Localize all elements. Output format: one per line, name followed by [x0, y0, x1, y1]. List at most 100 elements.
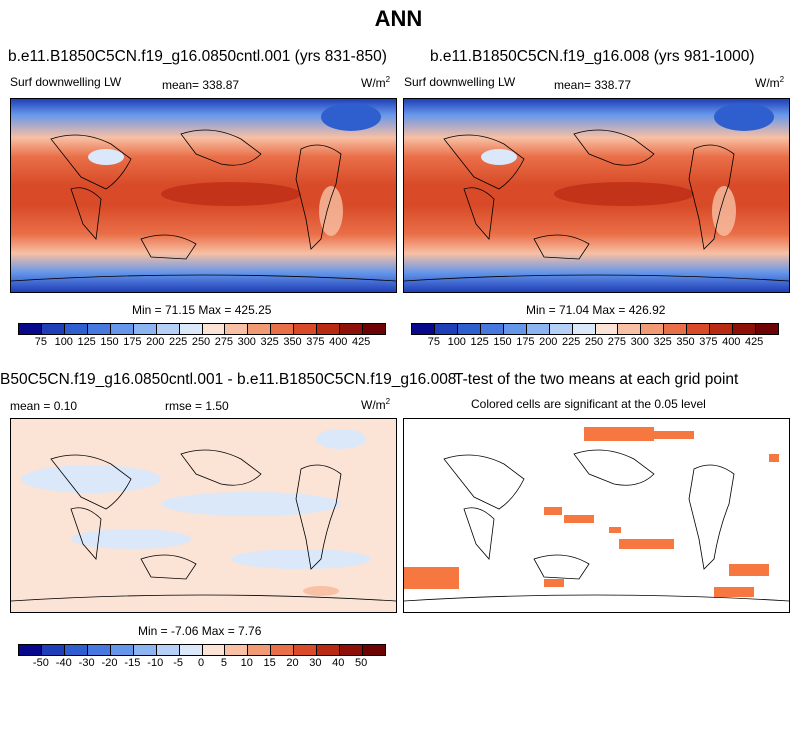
- panel3-tick-label: 40: [332, 657, 345, 669]
- panel1-colorbar-cell-7: [179, 324, 203, 334]
- panel3-tick-label: 5: [220, 657, 227, 669]
- panel2-variable-label: Surf downwelling LW: [404, 75, 516, 89]
- panel3-colorbar-cell-4: [110, 645, 134, 655]
- panel1-colorbar-ticks: 75 100 125 150 175 200 225 250 275 300 325 350 375 40…: [18, 336, 384, 350]
- panel3-colorbar-cell-1: [41, 645, 65, 655]
- panel2-colorbar-cell-4: [503, 324, 527, 334]
- panel1-variable-label: Surf downwelling LW: [10, 75, 122, 89]
- figure-title: ANN: [374, 6, 423, 31]
- panel3-tick-label: -50: [32, 657, 49, 669]
- panel3-tick-label: 15: [263, 657, 276, 669]
- panel4-subtitle: Colored cells are significant at the 0.0…: [471, 397, 706, 411]
- panel2-tick-label: 225: [561, 336, 581, 348]
- panel2-colorbar-cell-5: [526, 324, 550, 334]
- panel1-colorbar-cell-13: [317, 324, 341, 334]
- panel3-minmax: Min = -7.06 Max = 7.76: [138, 624, 262, 638]
- panel1-tick-label: 150: [100, 336, 119, 348]
- panel2-colorbar-ticks: 75 100 125 150 175 200 225 250 275 300 325 350 375 40…: [411, 336, 777, 350]
- panel2-tick-label: 200: [539, 336, 558, 348]
- panel3-tick-label: 30: [309, 657, 322, 669]
- panel1-colorbar: [18, 323, 386, 335]
- panel4-map-svg: [404, 419, 789, 612]
- panel3-mean-label: mean = 0.10: [10, 399, 78, 413]
- panel1-tick-label: 200: [146, 336, 165, 348]
- panel3-tick-label: 50: [355, 657, 368, 669]
- panel1-tick-label: 225: [168, 336, 188, 348]
- panel2-colorbar-cell-6: [549, 324, 573, 334]
- panel2-tick-label: 75: [427, 336, 440, 348]
- panel1-tick-label: 300: [237, 336, 256, 348]
- panel2-title: b.e11.B1850C5CN.f19_g16.008 (yrs 981-100…: [430, 48, 755, 65]
- panel1-colorbar-cell-5: [133, 324, 157, 334]
- panel1-tick-label: 275: [214, 336, 234, 348]
- panel4-title: T-test of the two means at each grid poi…: [454, 371, 739, 388]
- panel3-tick-label: 10: [240, 657, 253, 669]
- panel1-colorbar-cell-3: [87, 324, 111, 334]
- panel3-colorbar-cell-3: [87, 645, 111, 655]
- panel2-tick-label: 250: [584, 336, 604, 348]
- panel2-tick-label: 125: [470, 336, 489, 348]
- panel1-title: b.e11.B1850C5CN.f19_g16.0850cntl.001 (yr…: [8, 48, 387, 65]
- panel2-tick-label: 175: [516, 336, 535, 348]
- panel1-map-svg: [11, 99, 396, 292]
- panel2-tick-label: 400: [722, 336, 741, 348]
- panel1-map: [10, 98, 397, 293]
- panel2-map-svg: [404, 99, 789, 292]
- panel3-units: W/m2: [361, 397, 391, 412]
- panel3-colorbar-cell-7: [179, 645, 203, 655]
- panel2-colorbar-cell-7: [572, 324, 596, 334]
- panel2-colorbar-cell-1: [434, 324, 458, 334]
- panel2-units: W/m2: [755, 75, 785, 90]
- panel3-map-svg: [11, 419, 396, 612]
- panel1-colorbar-cell-8: [202, 324, 226, 334]
- panel2-colorbar: [411, 323, 779, 335]
- panel2-colorbar-cell-8: [595, 324, 619, 334]
- panel3-tick-label: 0: [197, 657, 205, 669]
- panel2-colorbar-cell-2: [457, 324, 481, 334]
- panel3-title: B50C5CN.f19_g16.0850cntl.001 - b.e11.B18…: [0, 371, 457, 388]
- panel1-colorbar-cell-2: [64, 324, 88, 334]
- panel3-colorbar-cell-13: [317, 645, 341, 655]
- panel4-map: [403, 418, 790, 613]
- panel1-tick-label: 250: [191, 336, 211, 348]
- panel2-map: [403, 98, 790, 293]
- panel1-colorbar-cell-10: [248, 324, 272, 334]
- panel2-colorbar-cell-12: [687, 324, 711, 334]
- panel1-minmax: Min = 71.15 Max = 425.25: [132, 303, 272, 317]
- panel1-tick-label: 325: [260, 336, 279, 348]
- panel2-tick-label: 100: [447, 336, 466, 348]
- panel3-tick-label: -30: [78, 657, 95, 669]
- panel3-tick-label: 20: [286, 657, 299, 669]
- panel3-tick-label: -10: [147, 657, 164, 669]
- panel1-colorbar-cell-9: [225, 324, 249, 334]
- panel2-tick-label: 425: [744, 336, 764, 348]
- panel3-colorbar: [18, 644, 386, 656]
- panel2-tick-label: 375: [699, 336, 718, 348]
- panel1-tick-label: 375: [306, 336, 325, 348]
- panel3-colorbar-cell-15: [363, 645, 385, 655]
- panel3-colorbar-cell-12: [294, 645, 318, 655]
- panel3-colorbar-cell-10: [248, 645, 272, 655]
- panel1-colorbar-cell-14: [340, 324, 364, 334]
- panel2-colorbar-cell-10: [641, 324, 665, 334]
- panel1-tick-label: 350: [283, 336, 302, 348]
- panel2-tick-label: 325: [653, 336, 672, 348]
- panel2-colorbar-cell-0: [412, 324, 435, 334]
- panel1-tick-label: 400: [329, 336, 348, 348]
- panel2-colorbar-cell-9: [618, 324, 642, 334]
- panel1-tick-label: 175: [123, 336, 142, 348]
- panel1-units: W/m2: [361, 75, 391, 90]
- panel3-colorbar-cell-8: [202, 645, 226, 655]
- panel2-tick-label: 275: [607, 336, 627, 348]
- panel1-colorbar-cell-12: [294, 324, 318, 334]
- panel2-colorbar-cell-14: [733, 324, 757, 334]
- panel3-rmse-label: rmse = 1.50: [165, 399, 229, 413]
- panel2-colorbar-cell-13: [710, 324, 734, 334]
- panel2-tick-label: 350: [676, 336, 695, 348]
- panel3-map: [10, 418, 397, 613]
- panel3-tick-label: -40: [55, 657, 72, 669]
- panel3-colorbar-cell-2: [64, 645, 88, 655]
- panel3-colorbar-cell-6: [156, 645, 180, 655]
- panel3-colorbar-ticks: -50 -40 -30 -20 -15 -10 -5 0 5 10 15 20 30 40 50: [18, 657, 384, 671]
- panel3-colorbar-cell-0: [19, 645, 42, 655]
